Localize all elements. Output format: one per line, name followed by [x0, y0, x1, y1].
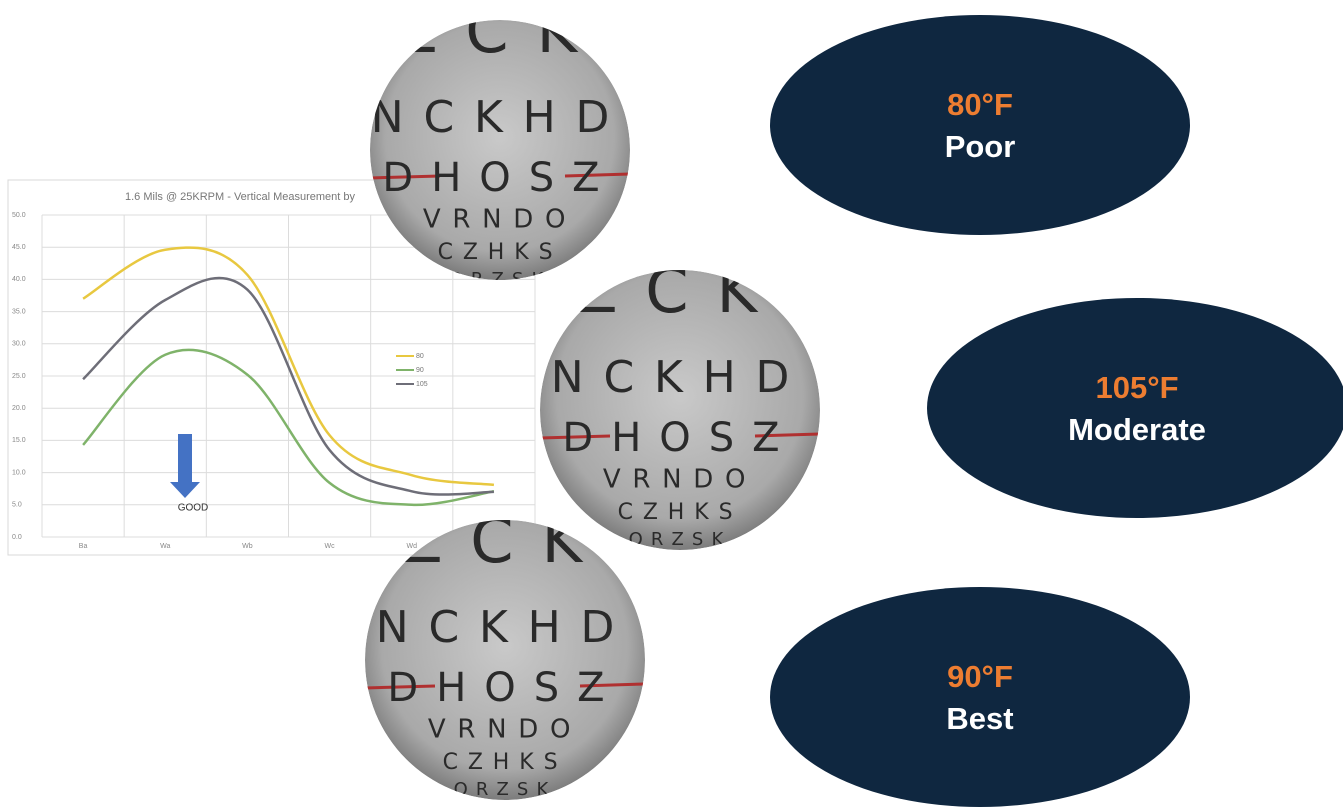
eye-chart-bg: [540, 270, 820, 550]
eye-chart-row: DHOSZ: [387, 665, 622, 711]
eye-chart-row: CZHKS: [618, 500, 743, 525]
annotation: GOOD: [178, 503, 209, 514]
eye-chart-row: NCKHD: [551, 352, 809, 403]
y-tick-label: 25.0: [12, 373, 26, 380]
eye-chart-bg: [365, 520, 645, 800]
x-tick-label: Wb: [242, 543, 253, 550]
series-line: [82, 276, 494, 496]
red-mark: [365, 684, 436, 690]
red-mark: [754, 432, 820, 438]
down-arrow: [170, 434, 200, 498]
y-tick-label: 20.0: [12, 405, 26, 412]
legend-label: 80: [416, 353, 424, 360]
x-tick-label: Wc: [325, 543, 336, 550]
eye-chart-row: VRNDO: [423, 205, 577, 235]
callout-rating: Best: [946, 701, 1013, 736]
y-tick-label: 35.0: [12, 308, 26, 315]
y-tick-label: 0.0: [12, 534, 22, 541]
eye-chart-row: ORZSK: [454, 779, 557, 800]
eye-chart-row: ZCK: [575, 254, 785, 327]
y-tick-label: 10.0: [12, 469, 26, 476]
series-line: [82, 348, 495, 507]
x-tick-label: Ba: [79, 543, 88, 550]
callout: [770, 15, 1190, 235]
callout-temperature: 90°F: [947, 659, 1013, 694]
callout-rating: Poor: [945, 129, 1016, 164]
eye-chart-row: CZHKS: [443, 750, 568, 775]
eye-chart-row: VRNDO: [603, 465, 757, 495]
x-tick-label: Wd: [407, 543, 418, 550]
eye-chart: ZCK NCKHD DHOSZ VRNDO CZHKS ORZSK: [370, 0, 630, 290]
eye-chart-row: ZCK: [395, 0, 605, 67]
y-tick-label: 15.0: [12, 437, 26, 444]
y-tick-label: 50.0: [12, 212, 26, 219]
callout-temperature: 80°F: [947, 87, 1013, 122]
eye-chart-bg: [370, 20, 630, 280]
red-mark: [540, 434, 611, 440]
eye-chart-row: ORZSK: [629, 529, 732, 550]
legend-label: 105: [416, 381, 428, 388]
callout: [770, 587, 1190, 807]
eye-chart-row: DHOSZ: [562, 415, 797, 461]
red-mark: [370, 174, 441, 180]
series-line: [82, 246, 495, 487]
red-mark: [564, 172, 630, 178]
y-tick-label: 45.0: [12, 244, 26, 251]
eye-chart-row: NCKHD: [376, 602, 634, 653]
y-tick-label: 30.0: [12, 341, 26, 348]
callout-temperature: 105°F: [1095, 370, 1178, 405]
eye-chart-row: VRNDO: [428, 715, 582, 745]
eye-chart-row: DHOSZ: [382, 155, 617, 201]
legend-label: 90: [416, 367, 424, 374]
eye-chart-row: ORZSK: [449, 269, 552, 290]
eye-chart: ZCK NCKHD DHOSZ VRNDO CZHKS ORZSK: [540, 254, 820, 550]
callout-rating: Moderate: [1068, 412, 1206, 447]
y-tick-label: 40.0: [12, 276, 26, 283]
y-tick-label: 5.0: [12, 502, 22, 509]
eye-chart-row: NCKHD: [371, 92, 629, 143]
x-tick-label: Wa: [160, 543, 170, 550]
eye-chart-row: CZHKS: [438, 240, 563, 265]
red-mark: [579, 682, 645, 688]
chart-title: 1.6 Mils @ 25KRPM - Vertical Measurement…: [125, 191, 356, 203]
callout: [927, 298, 1343, 518]
